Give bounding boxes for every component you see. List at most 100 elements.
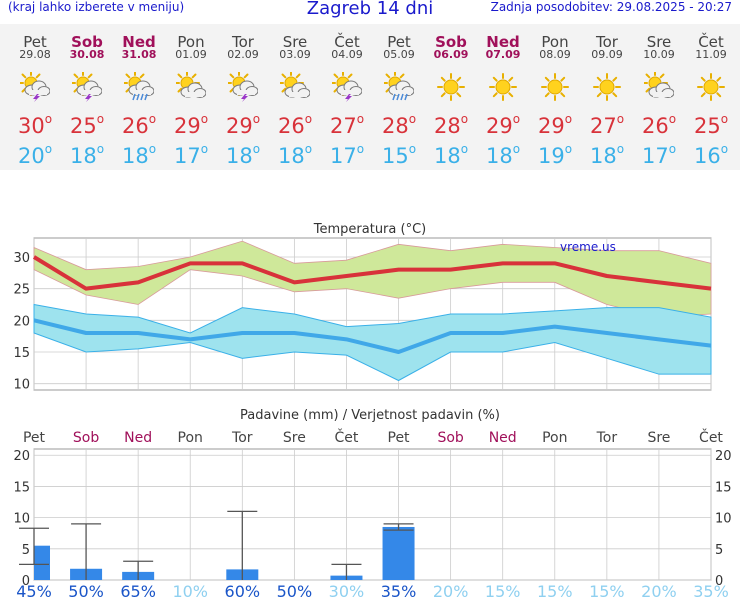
degree-sign: o: [356, 142, 365, 156]
day-column: Sre 03.09 26o 18o: [269, 24, 321, 170]
min-temp: 20o: [17, 142, 53, 168]
max-temp: 26o: [121, 112, 157, 138]
degree-sign: o: [200, 112, 209, 126]
sun-icon: [592, 72, 622, 102]
day-name: Ned: [486, 33, 520, 51]
precip-probability: 45%: [16, 582, 52, 600]
day-name: Pon: [177, 33, 205, 51]
day-date: 03.09: [279, 48, 311, 61]
precip-day-label: Ned: [124, 430, 152, 446]
day-name: Ned: [122, 33, 156, 51]
degree-sign: o: [304, 112, 313, 126]
day-name: Tor: [232, 33, 254, 51]
precip-day-label: Sob: [437, 430, 463, 446]
precip-day-label: Tor: [596, 430, 618, 446]
sun-storm-icon: [226, 70, 259, 102]
precip-chart-title: Padavine (mm) / Verjetnost padavin (%): [240, 408, 500, 423]
precip-y-tick-left: 0: [22, 574, 30, 589]
degree-sign: o: [252, 142, 261, 156]
precip-y-tick-right: 20: [715, 449, 732, 464]
degree-sign: o: [252, 112, 261, 126]
max-temp-line: [32, 255, 712, 291]
precip-bar: [34, 545, 50, 580]
menu-hint: (kraj lahko izberete v meniju): [8, 0, 185, 14]
day-date: 09.09: [591, 48, 623, 61]
precip-probability: 15%: [589, 582, 625, 600]
degree-sign: o: [668, 142, 677, 156]
day-date: 07.09: [485, 48, 521, 61]
day-date: 08.09: [539, 48, 571, 61]
min-temp: 15o: [381, 142, 417, 168]
precip-probability: 50%: [68, 582, 104, 600]
degree-sign: o: [512, 142, 521, 156]
degree-sign: o: [96, 112, 105, 126]
min-temp: 16o: [693, 142, 729, 168]
sun-storm-icon: [70, 70, 103, 102]
min-temp: 18o: [433, 142, 469, 168]
max-temp: 25o: [69, 112, 105, 138]
precip-day-label: Sre: [283, 430, 306, 446]
degree-sign: o: [720, 142, 729, 156]
degree-sign: o: [616, 142, 625, 156]
degree-sign: o: [564, 112, 573, 126]
degree-sign: o: [356, 112, 365, 126]
precip-plot-frame: [33, 448, 712, 581]
precip-probability: 30%: [329, 582, 365, 600]
sun-storm-icon: [330, 70, 363, 102]
precip-day-label: Pon: [178, 430, 203, 446]
day-column: Tor 02.09 29o 18o: [217, 24, 269, 170]
day-name: Sob: [71, 33, 103, 51]
precip-probability: 35%: [693, 582, 729, 600]
day-column: Čet 11.09 25o 16o: [685, 24, 737, 170]
day-column: Pet 29.08 30o 20o: [9, 24, 61, 170]
degree-sign: o: [408, 112, 417, 126]
min-temp: 18o: [225, 142, 261, 168]
degree-sign: o: [460, 112, 469, 126]
day-column: Sre 10.09 26o 17o: [633, 24, 685, 170]
page-title: Zagreb 14 dni: [306, 0, 434, 19]
vreme-watermark: vreme.us: [560, 240, 616, 254]
day-name: Pon: [541, 33, 569, 51]
max-temp: 26o: [641, 112, 677, 138]
degree-sign: o: [460, 142, 469, 156]
day-name: Pet: [387, 33, 411, 51]
precip-day-label: Ned: [489, 430, 517, 446]
day-name: Pet: [23, 33, 47, 51]
day-date: 29.08: [19, 48, 51, 61]
day-date: 02.09: [227, 48, 259, 61]
precip-y-tick-left: 10: [13, 512, 30, 527]
max-temp-band: [33, 240, 712, 318]
precip-y-tick-right: 10: [715, 512, 732, 527]
degree-sign: o: [44, 142, 53, 156]
max-temp: 26o: [277, 112, 313, 138]
min-temp: 18o: [69, 142, 105, 168]
day-date: 04.09: [331, 48, 363, 61]
day-column: Čet 04.09 27o 17o: [321, 24, 373, 170]
top-bar: (kraj lahko izberete v meniju) Zagreb 14…: [0, 0, 740, 22]
precip-bar: [382, 526, 415, 580]
day-column: Sob 06.09 28o 18o: [425, 24, 477, 170]
min-temp: 17o: [173, 142, 209, 168]
min-temp: 19o: [537, 142, 573, 168]
day-name: Sre: [282, 33, 308, 51]
degree-sign: o: [616, 112, 625, 126]
max-temp: 25o: [693, 112, 729, 138]
day-date: 11.09: [695, 48, 727, 61]
precip-day-label: Sob: [73, 430, 99, 446]
precip-probability: 60%: [225, 582, 261, 600]
precip-y-tick-left: 15: [13, 480, 30, 495]
min-temp-band: [33, 303, 712, 382]
precip-y-tick-right: 5: [715, 543, 723, 558]
precip-day-label: Čet: [699, 428, 723, 446]
degree-sign: o: [668, 112, 677, 126]
temp-y-tick: 30: [13, 251, 30, 266]
precip-y-tick-right: 15: [715, 480, 732, 495]
max-temp: 28o: [381, 112, 417, 138]
day-name: Sre: [646, 33, 672, 51]
min-temp: 17o: [641, 142, 677, 168]
sun-storm-icon: [18, 70, 51, 102]
day-name: Čet: [334, 33, 360, 51]
precip-probability: 20%: [433, 582, 469, 600]
degree-sign: o: [200, 142, 209, 156]
